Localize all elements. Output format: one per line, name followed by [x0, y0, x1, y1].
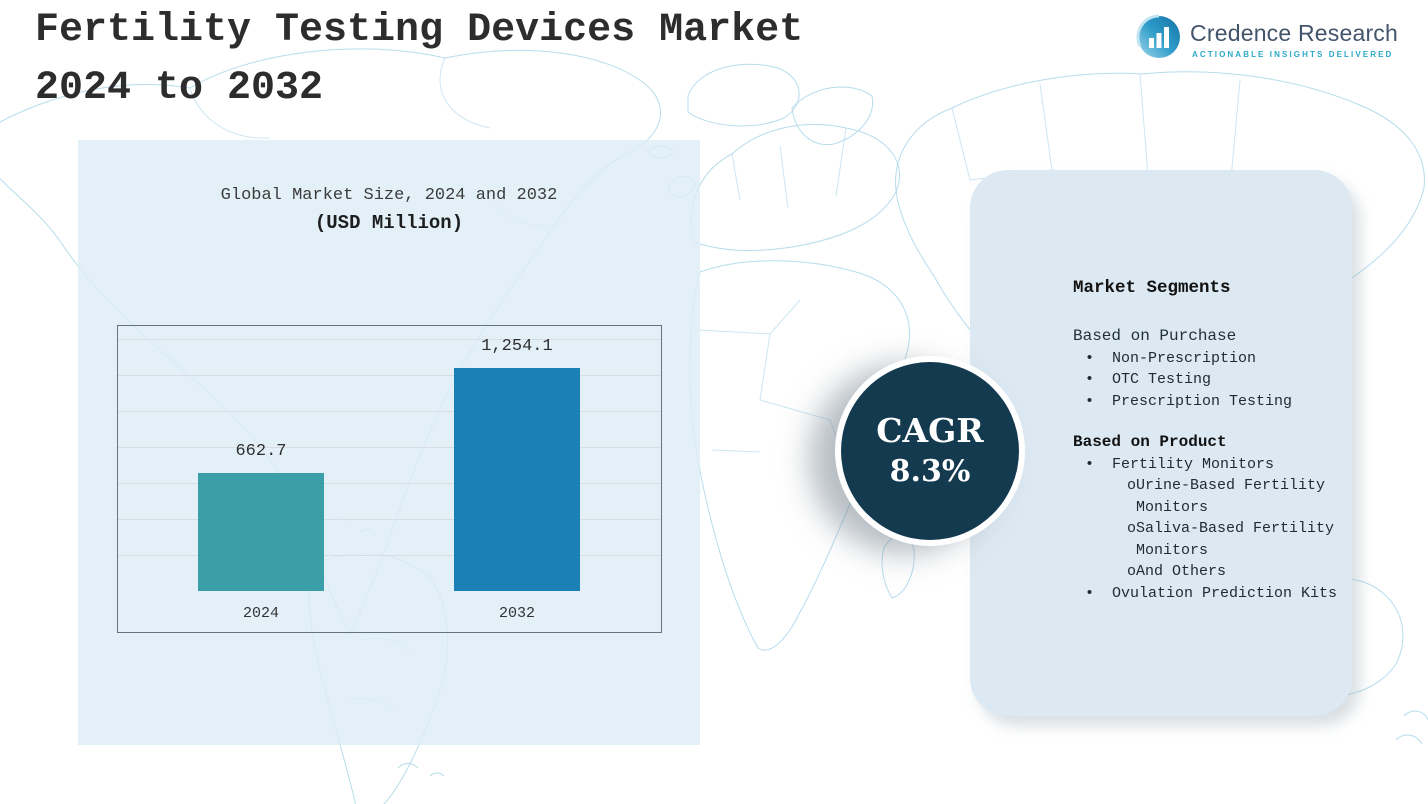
chart-plot-area: 662.7 1,254.1 [118, 326, 661, 591]
logo-text: Credence Research ACTIONABLE INSIGHTS DE… [1190, 14, 1398, 59]
segments-title: Market Segments [1073, 278, 1231, 298]
bar-2024 [198, 473, 324, 591]
bullet-icon: • [1085, 584, 1095, 602]
value-label-2024: 662.7 [235, 442, 287, 461]
market-size-panel: Global Market Size, 2024 and 2032 (USD M… [78, 140, 700, 745]
logo-chart-icon [1136, 14, 1182, 65]
bar-2032 [454, 368, 580, 591]
segment-group-product: Based on Product • Fertility Monitors o … [1073, 432, 1342, 604]
title-line-1: Fertility Testing Devices Market [35, 8, 804, 53]
cagr-label: CAGR [876, 411, 984, 450]
segment-group-heading: Based on Product [1073, 433, 1227, 451]
sub-bullet-icon: o [1127, 563, 1137, 580]
segment-item: • Non-Prescription [1073, 348, 1342, 370]
segment-item: • Prescription Testing [1073, 391, 1342, 413]
segment-sub-item-label: And Others [1136, 563, 1227, 580]
sub-bullet-icon: o [1127, 477, 1137, 494]
title-line-2: 2024 to 2032 [35, 66, 324, 111]
segment-group-heading: Based on Purchase [1073, 327, 1237, 345]
x-axis-label-2024: 2024 [242, 605, 279, 622]
segment-item: • Fertility Monitors [1073, 454, 1342, 476]
segment-sub-item-label: Saliva-Based Fertility Monitors [1136, 520, 1335, 559]
value-label-2032: 1,254.1 [481, 337, 553, 356]
segment-item-label: Prescription Testing [1112, 392, 1293, 410]
segment-item-label: OTC Testing [1112, 371, 1212, 388]
page-title: Fertility Testing Devices Market 2024 to… [35, 2, 803, 118]
logo-name: Credence Research [1190, 20, 1398, 46]
bar-chart: 662.7 1,254.1 2024 2032 [117, 325, 662, 633]
segment-item-label: Ovulation Prediction Kits [1112, 584, 1338, 602]
segment-item: • Ovulation Prediction Kits [1073, 583, 1342, 605]
cagr-value: 8.3% [889, 454, 971, 489]
chart-title: Global Market Size, 2024 and 2032 [220, 186, 558, 205]
segment-sub-item: o And Others [1073, 561, 1342, 583]
sub-bullet-icon: o [1127, 520, 1137, 537]
segment-group-purchase: Based on Purchase • Non-Prescription • O… [1073, 326, 1342, 412]
x-axis-label-2032: 2032 [498, 605, 535, 622]
bullet-icon: • [1085, 349, 1095, 367]
market-segments-card: Market Segments Based on Purchase • Non-… [970, 170, 1352, 716]
credence-research-logo: Credence Research ACTIONABLE INSIGHTS DE… [1136, 14, 1398, 65]
segment-sub-item: o Urine-Based Fertility Monitors [1073, 475, 1342, 518]
chart-subtitle: (USD Million) [314, 212, 464, 234]
segment-sub-item: o Saliva-Based Fertility Monitors [1073, 518, 1342, 561]
bullet-icon: • [1085, 392, 1095, 410]
cagr-badge: CAGR 8.3% [841, 362, 1019, 540]
bullet-icon: • [1085, 455, 1095, 473]
segment-item-label: Fertility Monitors [1112, 455, 1275, 473]
bullet-icon: • [1085, 371, 1095, 388]
logo-tagline: ACTIONABLE INSIGHTS DELIVERED [1192, 50, 1394, 59]
segment-item: • OTC Testing [1073, 369, 1342, 391]
segment-sub-item-label: Urine-Based Fertility Monitors [1136, 477, 1326, 516]
segment-item-label: Non-Prescription [1112, 349, 1257, 367]
